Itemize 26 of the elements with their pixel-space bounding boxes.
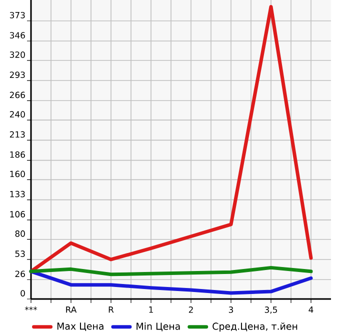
- x-tick-label: R: [108, 306, 114, 313]
- x-tick-label: 1: [149, 306, 153, 313]
- y-tick-label: 213: [10, 131, 25, 138]
- y-tick-label: 293: [10, 72, 25, 78]
- y-tick-label: 53: [15, 250, 25, 257]
- y-tick-label: 320: [10, 51, 25, 58]
- y-tick-label: 346: [10, 32, 25, 38]
- legend-label: Сред.Цена, т.йен: [212, 322, 298, 332]
- y-tick-label: 240: [10, 111, 25, 118]
- x-tick-label: 3,5: [264, 306, 277, 314]
- x-tick-label: 2: [188, 306, 193, 313]
- y-tick-label: 133: [10, 190, 25, 198]
- x-tick-label: ***: [24, 306, 38, 310]
- y-tick-label: 266: [10, 92, 25, 98]
- y-tick-label: 26: [15, 270, 25, 278]
- legend-label: Min Цена: [136, 322, 180, 332]
- y-tick-label: 0: [20, 290, 25, 296]
- legend-label: Max Цена: [57, 322, 104, 332]
- x-tick-label: 4: [308, 306, 314, 313]
- x-tick-label: RA: [66, 306, 77, 313]
- y-tick-label: 80: [15, 230, 25, 237]
- y-tick-label: 106: [10, 211, 25, 218]
- y-tick-label: 373: [10, 12, 25, 18]
- y-tick-label: 186: [10, 151, 25, 158]
- y-tick-label: 160: [10, 170, 25, 178]
- x-tick-label: 3: [228, 306, 234, 313]
